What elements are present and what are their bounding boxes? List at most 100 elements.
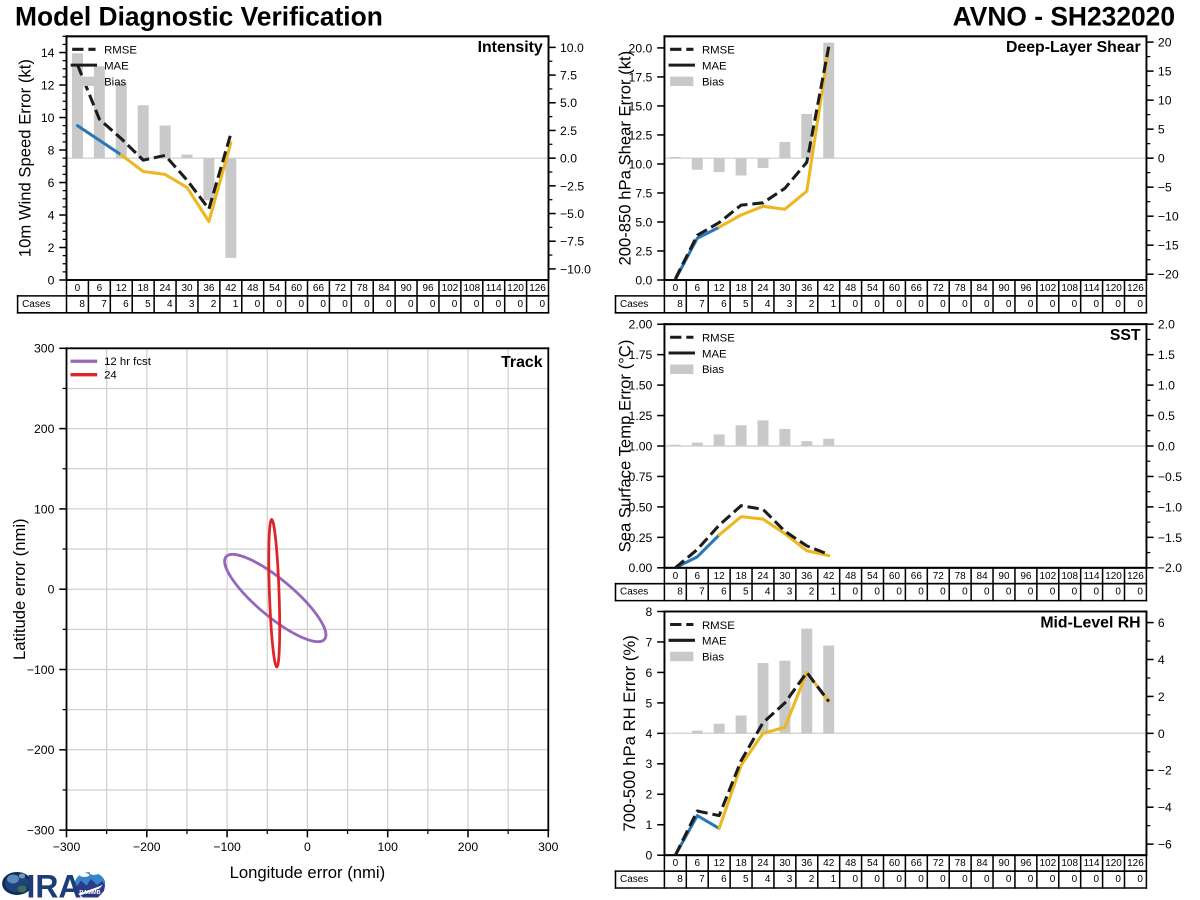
- svg-text:48: 48: [845, 858, 857, 869]
- svg-text:114: 114: [1084, 283, 1100, 294]
- svg-text:12: 12: [714, 283, 726, 294]
- svg-text:126: 126: [1127, 858, 1144, 869]
- svg-text:6: 6: [721, 587, 727, 598]
- svg-text:78: 78: [955, 858, 967, 869]
- svg-text:24: 24: [757, 858, 769, 869]
- svg-text:0: 0: [452, 299, 458, 310]
- svg-text:0: 0: [962, 587, 968, 598]
- svg-text:0: 0: [1050, 587, 1056, 598]
- svg-text:0: 0: [874, 874, 880, 885]
- svg-text:66: 66: [911, 858, 923, 869]
- svg-text:Cases: Cases: [620, 587, 648, 598]
- svg-text:0: 0: [320, 299, 326, 310]
- svg-text:36: 36: [801, 283, 813, 294]
- svg-text:0: 0: [1006, 874, 1012, 885]
- svg-text:60: 60: [889, 571, 901, 582]
- svg-text:−15: −15: [1158, 239, 1179, 253]
- svg-text:0: 0: [984, 299, 990, 310]
- svg-text:0: 0: [1137, 874, 1143, 885]
- svg-text:4: 4: [1158, 653, 1165, 667]
- svg-text:12: 12: [714, 571, 726, 582]
- svg-text:12.5: 12.5: [629, 128, 653, 142]
- svg-text:84: 84: [379, 283, 391, 294]
- svg-text:3: 3: [787, 874, 793, 885]
- svg-text:−200: −200: [133, 840, 161, 854]
- svg-text:102: 102: [442, 283, 459, 294]
- svg-text:0: 0: [1094, 299, 1100, 310]
- svg-text:−7.5: −7.5: [560, 235, 584, 249]
- svg-text:90: 90: [401, 283, 413, 294]
- svg-text:AVNO - SH232020: AVNO - SH232020: [953, 2, 1175, 32]
- svg-text:0.5: 0.5: [1158, 409, 1175, 423]
- svg-text:66: 66: [911, 283, 923, 294]
- svg-text:0: 0: [1115, 587, 1121, 598]
- svg-text:120: 120: [507, 283, 524, 294]
- svg-text:5: 5: [646, 696, 653, 710]
- svg-text:120: 120: [1105, 571, 1122, 582]
- svg-text:2: 2: [809, 587, 815, 598]
- svg-text:0: 0: [853, 587, 859, 598]
- svg-text:84: 84: [977, 283, 989, 294]
- svg-text:RMSE: RMSE: [702, 45, 735, 57]
- svg-text:4: 4: [765, 587, 771, 598]
- svg-text:54: 54: [867, 858, 879, 869]
- svg-text:0: 0: [430, 299, 436, 310]
- svg-text:0: 0: [984, 874, 990, 885]
- svg-text:1.50: 1.50: [629, 379, 653, 393]
- svg-text:8: 8: [79, 299, 85, 310]
- svg-text:36: 36: [801, 571, 813, 582]
- svg-text:−200: −200: [27, 743, 55, 757]
- svg-text:Cases: Cases: [620, 874, 648, 885]
- svg-text:0.0: 0.0: [560, 152, 577, 166]
- svg-text:54: 54: [867, 283, 879, 294]
- svg-text:7.5: 7.5: [560, 68, 577, 82]
- svg-text:0: 0: [1072, 299, 1078, 310]
- svg-text:0.0: 0.0: [635, 273, 652, 287]
- svg-text:60: 60: [889, 283, 901, 294]
- svg-text:66: 66: [313, 283, 325, 294]
- svg-text:−300: −300: [27, 824, 55, 838]
- svg-text:78: 78: [955, 283, 967, 294]
- svg-text:42: 42: [823, 571, 835, 582]
- svg-text:0: 0: [896, 874, 902, 885]
- svg-text:6: 6: [721, 299, 727, 310]
- svg-text:3: 3: [646, 757, 653, 771]
- svg-text:SST: SST: [1110, 327, 1141, 344]
- svg-text:0.25: 0.25: [629, 531, 653, 545]
- svg-text:0: 0: [1072, 874, 1078, 885]
- svg-text:7: 7: [699, 299, 705, 310]
- svg-text:Cases: Cases: [22, 299, 50, 310]
- svg-text:0: 0: [1094, 874, 1100, 885]
- svg-text:20: 20: [1158, 36, 1172, 50]
- svg-text:36: 36: [801, 858, 813, 869]
- svg-text:−100: −100: [27, 663, 55, 677]
- svg-text:0: 0: [984, 587, 990, 598]
- svg-text:4: 4: [765, 874, 771, 885]
- svg-text:0: 0: [1028, 587, 1034, 598]
- svg-text:0: 0: [1137, 587, 1143, 598]
- svg-text:3: 3: [787, 299, 793, 310]
- svg-text:100: 100: [378, 840, 399, 854]
- svg-text:30: 30: [779, 858, 791, 869]
- svg-text:0: 0: [474, 299, 480, 310]
- svg-text:1: 1: [233, 299, 239, 310]
- svg-text:Model Diagnostic Verification: Model Diagnostic Verification: [15, 2, 383, 32]
- svg-text:Mid-Level RH: Mid-Level RH: [1040, 614, 1140, 631]
- svg-text:−5: −5: [1158, 181, 1172, 195]
- svg-text:24: 24: [757, 571, 769, 582]
- svg-text:2.5: 2.5: [635, 244, 652, 258]
- svg-text:6: 6: [48, 176, 55, 190]
- svg-text:Cases: Cases: [620, 299, 648, 310]
- svg-text:RMSE: RMSE: [702, 620, 735, 632]
- svg-text:5: 5: [743, 587, 749, 598]
- svg-text:6: 6: [97, 283, 103, 294]
- svg-text:30: 30: [779, 283, 791, 294]
- svg-text:6: 6: [694, 283, 700, 294]
- svg-text:−20: −20: [1158, 268, 1179, 282]
- svg-text:0: 0: [853, 874, 859, 885]
- svg-text:MAE: MAE: [104, 60, 129, 72]
- svg-text:−1.0: −1.0: [1158, 500, 1182, 514]
- svg-text:78: 78: [357, 283, 369, 294]
- svg-text:5.0: 5.0: [635, 215, 652, 229]
- svg-text:6: 6: [721, 874, 727, 885]
